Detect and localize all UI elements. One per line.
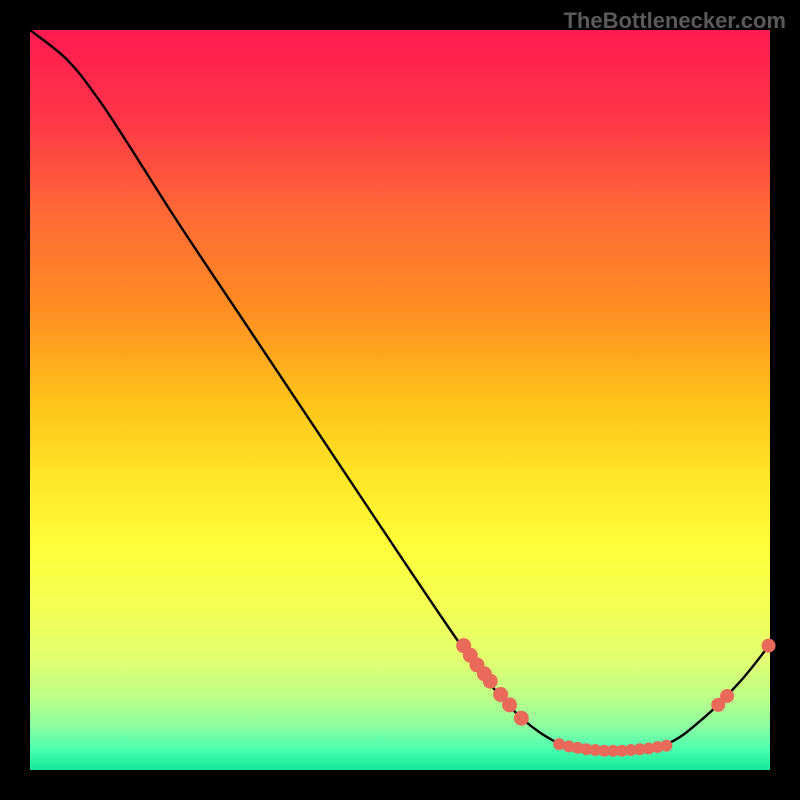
plot-svg (0, 0, 800, 800)
gradient-background (30, 30, 770, 770)
data-marker (483, 674, 497, 688)
data-marker (503, 698, 517, 712)
chart-stage: TheBottlenecker.com (0, 0, 800, 800)
data-marker (661, 740, 672, 751)
data-marker (762, 639, 775, 652)
watermark-text: TheBottlenecker.com (563, 8, 786, 34)
data-marker (514, 711, 528, 725)
data-marker (721, 690, 734, 703)
